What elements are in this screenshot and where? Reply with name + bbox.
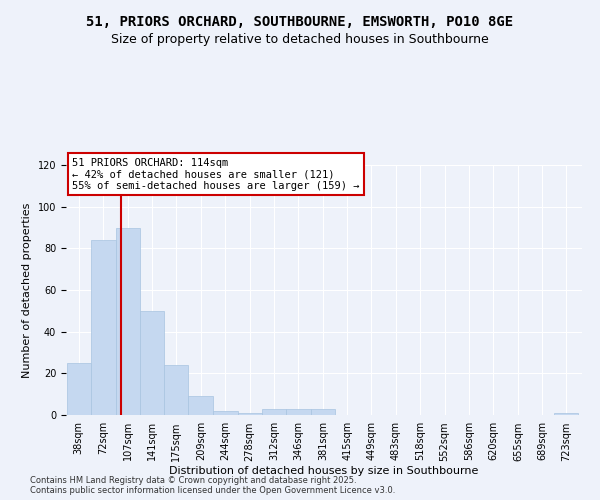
Bar [67, 363, 91, 415]
Bar [554, 413, 578, 415]
Bar [262, 409, 286, 415]
Y-axis label: Number of detached properties: Number of detached properties [22, 202, 32, 378]
Bar [116, 228, 140, 415]
Bar [238, 413, 262, 415]
Bar [214, 411, 238, 415]
Text: 51 PRIORS ORCHARD: 114sqm
← 42% of detached houses are smaller (121)
55% of semi: 51 PRIORS ORCHARD: 114sqm ← 42% of detac… [72, 158, 359, 190]
Bar [140, 311, 164, 415]
X-axis label: Distribution of detached houses by size in Southbourne: Distribution of detached houses by size … [169, 466, 479, 476]
Bar [164, 365, 188, 415]
Bar [286, 409, 311, 415]
Bar [91, 240, 116, 415]
Bar [188, 396, 214, 415]
Text: 51, PRIORS ORCHARD, SOUTHBOURNE, EMSWORTH, PO10 8GE: 51, PRIORS ORCHARD, SOUTHBOURNE, EMSWORT… [86, 15, 514, 29]
Text: Contains HM Land Registry data © Crown copyright and database right 2025.
Contai: Contains HM Land Registry data © Crown c… [30, 476, 395, 495]
Text: Size of property relative to detached houses in Southbourne: Size of property relative to detached ho… [111, 32, 489, 46]
Bar [311, 409, 335, 415]
